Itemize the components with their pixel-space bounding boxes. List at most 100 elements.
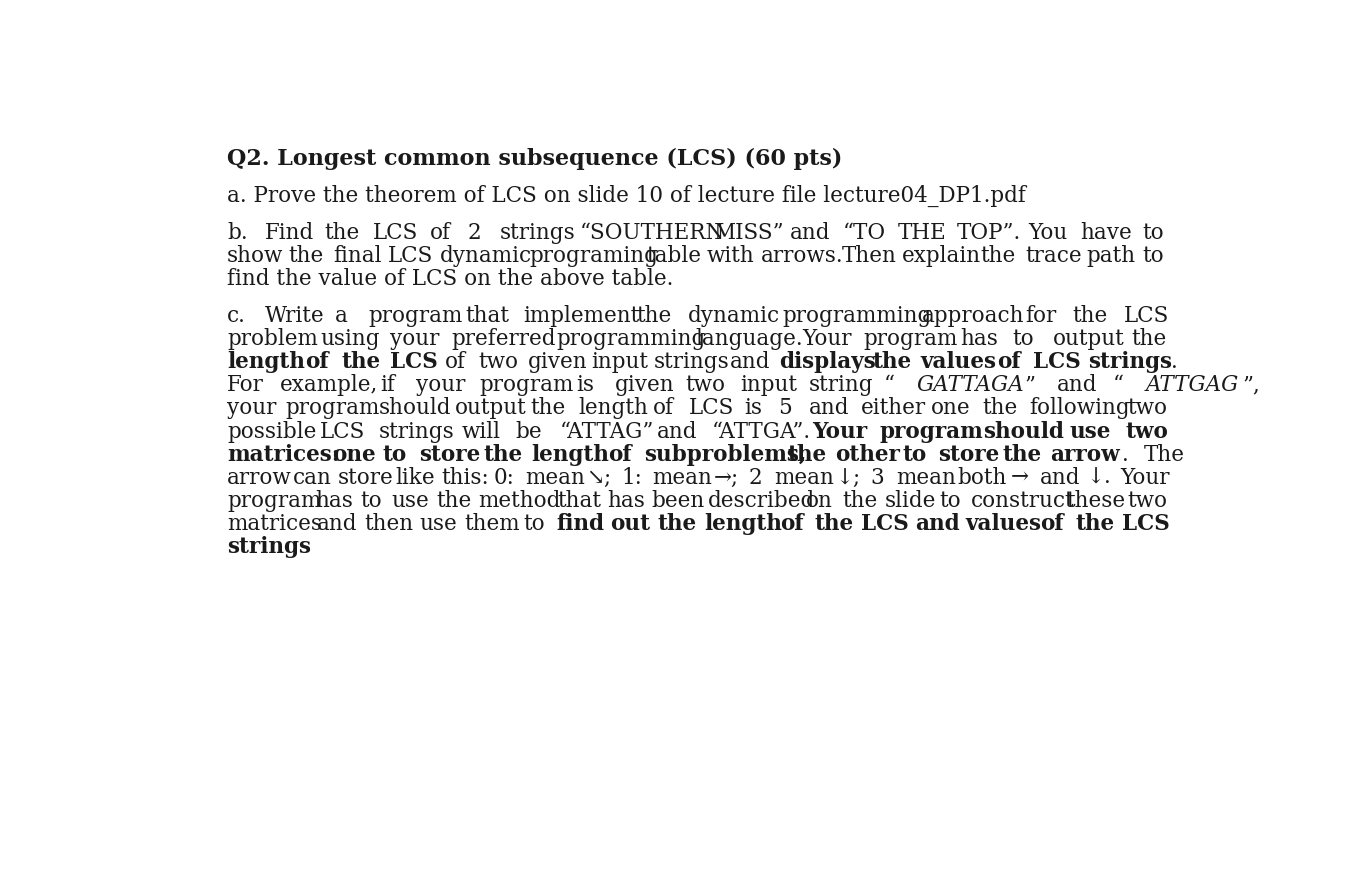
Text: both: both	[957, 466, 1007, 488]
Text: to: to	[523, 513, 545, 535]
Text: is: is	[576, 374, 595, 396]
Text: use: use	[392, 490, 430, 512]
Text: subproblems,: subproblems,	[644, 444, 806, 466]
Text: the: the	[842, 490, 877, 512]
Text: two: two	[1128, 398, 1168, 420]
Text: approach: approach	[922, 305, 1025, 327]
Text: and: and	[730, 351, 771, 373]
Text: of: of	[306, 351, 329, 373]
Text: input: input	[741, 374, 798, 396]
Text: ATTGAG: ATTGAG	[1145, 374, 1238, 396]
Text: arrow: arrow	[1051, 444, 1121, 466]
Text: →: →	[1010, 466, 1029, 488]
Text: that: that	[557, 490, 602, 512]
Text: two: two	[1125, 421, 1168, 443]
Text: the: the	[815, 513, 854, 535]
Text: that: that	[465, 305, 510, 327]
Text: then: then	[365, 513, 414, 535]
Text: table: table	[646, 245, 702, 267]
Text: and: and	[657, 421, 698, 443]
Text: matrices:: matrices:	[227, 444, 339, 466]
Text: of: of	[1041, 513, 1064, 535]
Text: LCS: LCS	[861, 513, 909, 535]
Text: the: the	[980, 245, 1015, 267]
Text: 0:: 0:	[493, 466, 515, 488]
Text: programming: programming	[783, 305, 932, 327]
Text: store: store	[419, 444, 480, 466]
Text: the: the	[342, 351, 381, 373]
Text: values: values	[965, 513, 1041, 535]
Text: mean: mean	[525, 466, 585, 488]
Text: mean: mean	[896, 466, 956, 488]
Text: has: has	[315, 490, 353, 512]
Text: the: the	[484, 444, 523, 466]
Text: this:: this:	[442, 466, 489, 488]
Text: .: .	[1122, 444, 1129, 466]
Text: language.: language.	[695, 328, 803, 350]
Text: Your: Your	[1121, 466, 1169, 488]
Text: for: for	[1025, 305, 1056, 327]
Text: and: and	[316, 513, 357, 535]
Text: length: length	[704, 513, 781, 535]
Text: two: two	[479, 351, 519, 373]
Text: LCS: LCS	[1124, 305, 1169, 327]
Text: ↓;: ↓;	[836, 466, 861, 488]
Text: programing: programing	[529, 245, 658, 267]
Text: c.: c.	[227, 305, 246, 327]
Text: out: out	[610, 513, 650, 535]
Text: of: of	[608, 444, 633, 466]
Text: LCS: LCS	[1033, 351, 1082, 373]
Text: “: “	[884, 374, 895, 396]
Text: length: length	[579, 398, 648, 420]
Text: MISS”: MISS”	[714, 222, 784, 244]
Text: slide: slide	[884, 490, 936, 512]
Text: output: output	[1052, 328, 1125, 350]
Text: the: the	[1003, 444, 1042, 466]
Text: the: the	[531, 398, 566, 420]
Text: of: of	[430, 222, 450, 244]
Text: dynamic: dynamic	[688, 305, 780, 327]
Text: have: have	[1080, 222, 1132, 244]
Text: You: You	[1029, 222, 1068, 244]
Text: of: of	[445, 351, 465, 373]
Text: either: either	[861, 398, 926, 420]
Text: the: the	[657, 513, 696, 535]
Text: LCS: LCS	[690, 398, 734, 420]
Text: 2: 2	[748, 466, 763, 488]
Text: strings: strings	[1088, 351, 1172, 373]
Text: to: to	[940, 490, 961, 512]
Text: can: can	[292, 466, 331, 488]
Text: programming: programming	[556, 328, 706, 350]
Text: been: been	[652, 490, 704, 512]
Text: implement: implement	[523, 305, 639, 327]
Text: your: your	[227, 398, 277, 420]
Text: “SOUTHERN: “SOUTHERN	[580, 222, 725, 244]
Text: should: should	[379, 398, 452, 420]
Text: and: and	[790, 222, 830, 244]
Text: ”: ”	[1025, 374, 1036, 396]
Text: strings: strings	[500, 222, 576, 244]
Text: the: the	[787, 444, 826, 466]
Text: and: and	[915, 513, 960, 535]
Text: of: of	[653, 398, 673, 420]
Text: store: store	[338, 466, 393, 488]
Text: path: path	[1087, 245, 1136, 267]
Text: construct: construct	[971, 490, 1075, 512]
Text: 1:: 1:	[621, 466, 642, 488]
Text: input: input	[592, 351, 649, 373]
Text: to: to	[1142, 245, 1164, 267]
Text: if: if	[380, 374, 395, 396]
Text: find the value of LCS on the above table.: find the value of LCS on the above table…	[227, 268, 673, 290]
Text: and: and	[808, 398, 849, 420]
Text: program: program	[227, 490, 322, 512]
Text: and: and	[1057, 374, 1098, 396]
Text: on: on	[806, 490, 833, 512]
Text: →;: →;	[714, 466, 738, 488]
Text: values: values	[921, 351, 996, 373]
Text: to: to	[383, 444, 407, 466]
Text: and: and	[1040, 466, 1080, 488]
Text: store: store	[938, 444, 999, 466]
Text: is: is	[744, 398, 763, 420]
Text: LCS: LCS	[373, 222, 418, 244]
Text: output: output	[456, 398, 527, 420]
